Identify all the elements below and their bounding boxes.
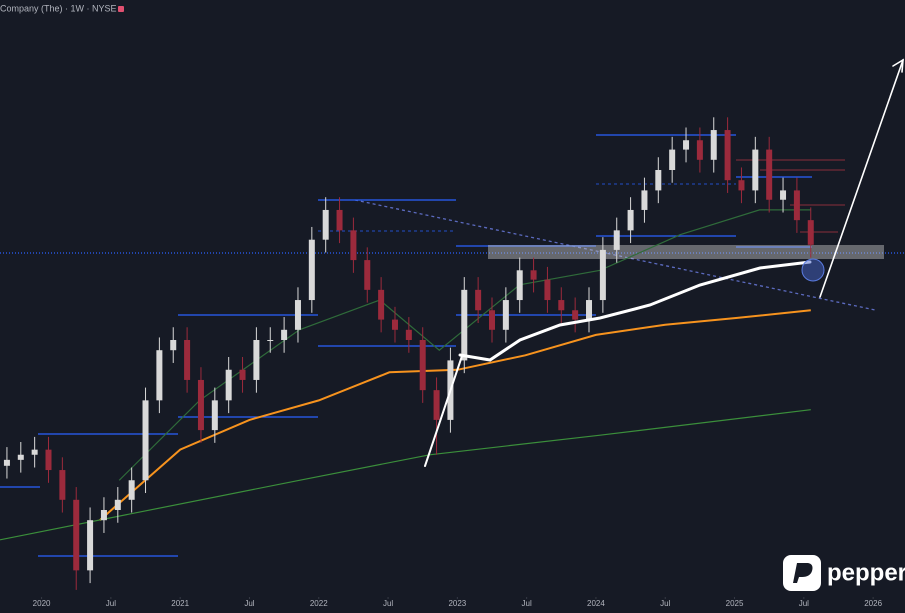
- candle-body: [807, 220, 814, 245]
- x-tick-label: Jul: [660, 599, 670, 608]
- x-tick-label: Jul: [383, 599, 393, 608]
- candle-body: [780, 190, 787, 200]
- candle-body: [336, 209, 343, 231]
- logo-p: [793, 563, 813, 583]
- candle-body: [433, 390, 440, 420]
- candle-body: [752, 149, 759, 191]
- candle-body: [114, 499, 121, 510]
- levels: [0, 134, 812, 557]
- candle-body: [405, 329, 412, 340]
- candle-body: [45, 449, 52, 471]
- x-tick-label: Jul: [244, 599, 254, 608]
- x-tick-label: 2026: [864, 599, 882, 608]
- x-tick-label: 2020: [33, 599, 51, 608]
- drawings: [424, 58, 904, 467]
- candle-body: [683, 140, 690, 150]
- candle-body: [364, 260, 371, 290]
- x-tick-label: 2025: [726, 599, 744, 608]
- x-tick-label: 2023: [448, 599, 466, 608]
- candle-body: [738, 180, 745, 191]
- candle-body: [128, 480, 135, 500]
- candle-body: [710, 130, 717, 160]
- candle-body: [516, 270, 523, 301]
- candle-body: [502, 300, 509, 330]
- logo-text: pepperstone: [827, 559, 905, 586]
- candle-body: [100, 510, 107, 521]
- moving-average: [118, 209, 811, 481]
- candle-body: [378, 289, 385, 320]
- candle-body: [239, 369, 246, 380]
- candle-body: [544, 279, 551, 301]
- candle-body: [696, 140, 703, 160]
- candle-body: [350, 230, 357, 261]
- candle-body: [475, 289, 482, 311]
- moving-average: [0, 409, 811, 541]
- candle-body: [31, 449, 38, 455]
- candle-body: [211, 400, 218, 431]
- candle-body: [669, 149, 676, 170]
- candle-body: [599, 249, 606, 301]
- candle-body: [308, 239, 315, 301]
- candle-body: [322, 209, 329, 240]
- arrow-line: [424, 355, 463, 467]
- candle-body: [170, 340, 177, 351]
- candle-body: [17, 454, 24, 460]
- candle-body: [281, 329, 288, 340]
- chart-title: Company (The) · 1W · NYSE: [0, 3, 117, 13]
- candle-body: [225, 369, 232, 401]
- trend-line: [354, 199, 876, 311]
- annotations: [0, 134, 905, 557]
- x-tick-label: 2024: [587, 599, 605, 608]
- candle-body: [461, 289, 468, 361]
- candle-body: [655, 170, 662, 191]
- candle-body: [766, 149, 773, 200]
- highlight: [801, 258, 825, 282]
- candle-body: [613, 230, 620, 250]
- support-curve: [458, 260, 812, 362]
- projection-arrow: [819, 59, 904, 298]
- candle-body: [3, 459, 10, 466]
- candle-body: [59, 470, 66, 500]
- candle-body: [572, 310, 579, 320]
- candle-body: [627, 209, 634, 231]
- candle-body: [156, 350, 163, 401]
- zone: [488, 245, 884, 259]
- candle-body: [253, 340, 260, 380]
- candle-body: [142, 400, 149, 481]
- x-tick-label: Jul: [106, 599, 116, 608]
- candle-body: [391, 319, 398, 330]
- x-tick-label: 2022: [310, 599, 328, 608]
- candle-body: [530, 270, 537, 280]
- plot: [0, 117, 874, 599]
- candle-body: [488, 310, 495, 330]
- candle-body: [294, 300, 301, 330]
- candle-body: [419, 340, 426, 391]
- x-tick-label: Jul: [799, 599, 809, 608]
- moving-average: [99, 309, 811, 521]
- candle-body: [184, 340, 191, 380]
- candle-body: [641, 190, 648, 210]
- candle-body: [267, 340, 274, 341]
- candle-body: [724, 130, 731, 181]
- candle-body: [586, 300, 593, 320]
- candle-body: [87, 520, 94, 571]
- x-tick-label: 2021: [171, 599, 189, 608]
- candle-body: [793, 190, 800, 221]
- candle-body: [558, 300, 565, 311]
- candle-body: [73, 499, 80, 571]
- candle-body: [197, 379, 204, 431]
- x-tick-label: Jul: [522, 599, 532, 608]
- title-icon: [118, 6, 124, 12]
- arrow-head: [892, 58, 904, 73]
